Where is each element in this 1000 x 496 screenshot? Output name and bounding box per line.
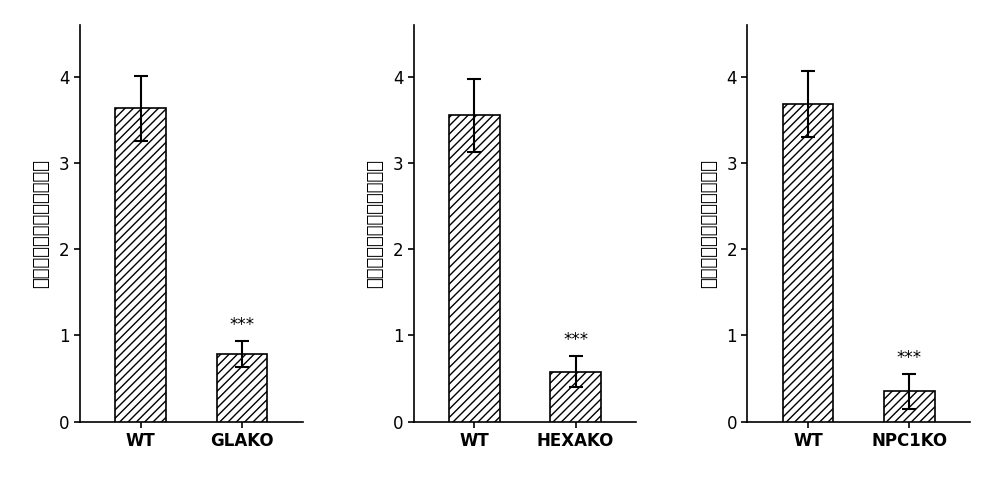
Bar [884,391,935,422]
Bar [449,116,500,422]
Text: ***: *** [563,331,588,349]
Text: ***: *** [897,349,922,367]
Bar [783,104,833,422]
Y-axis label: 细胞内瞬时溶酶体管成数量: 细胞内瞬时溶酶体管成数量 [33,159,51,288]
Bar [217,354,267,422]
Y-axis label: 细胞内瞬时溶酶体管成数量: 细胞内瞬时溶酶体管成数量 [700,159,718,288]
Bar [550,372,601,422]
Bar [115,109,166,422]
Y-axis label: 细胞内瞬时溶酶体管成数量: 细胞内瞬时溶酶体管成数量 [366,159,384,288]
Text: ***: *** [229,316,254,334]
